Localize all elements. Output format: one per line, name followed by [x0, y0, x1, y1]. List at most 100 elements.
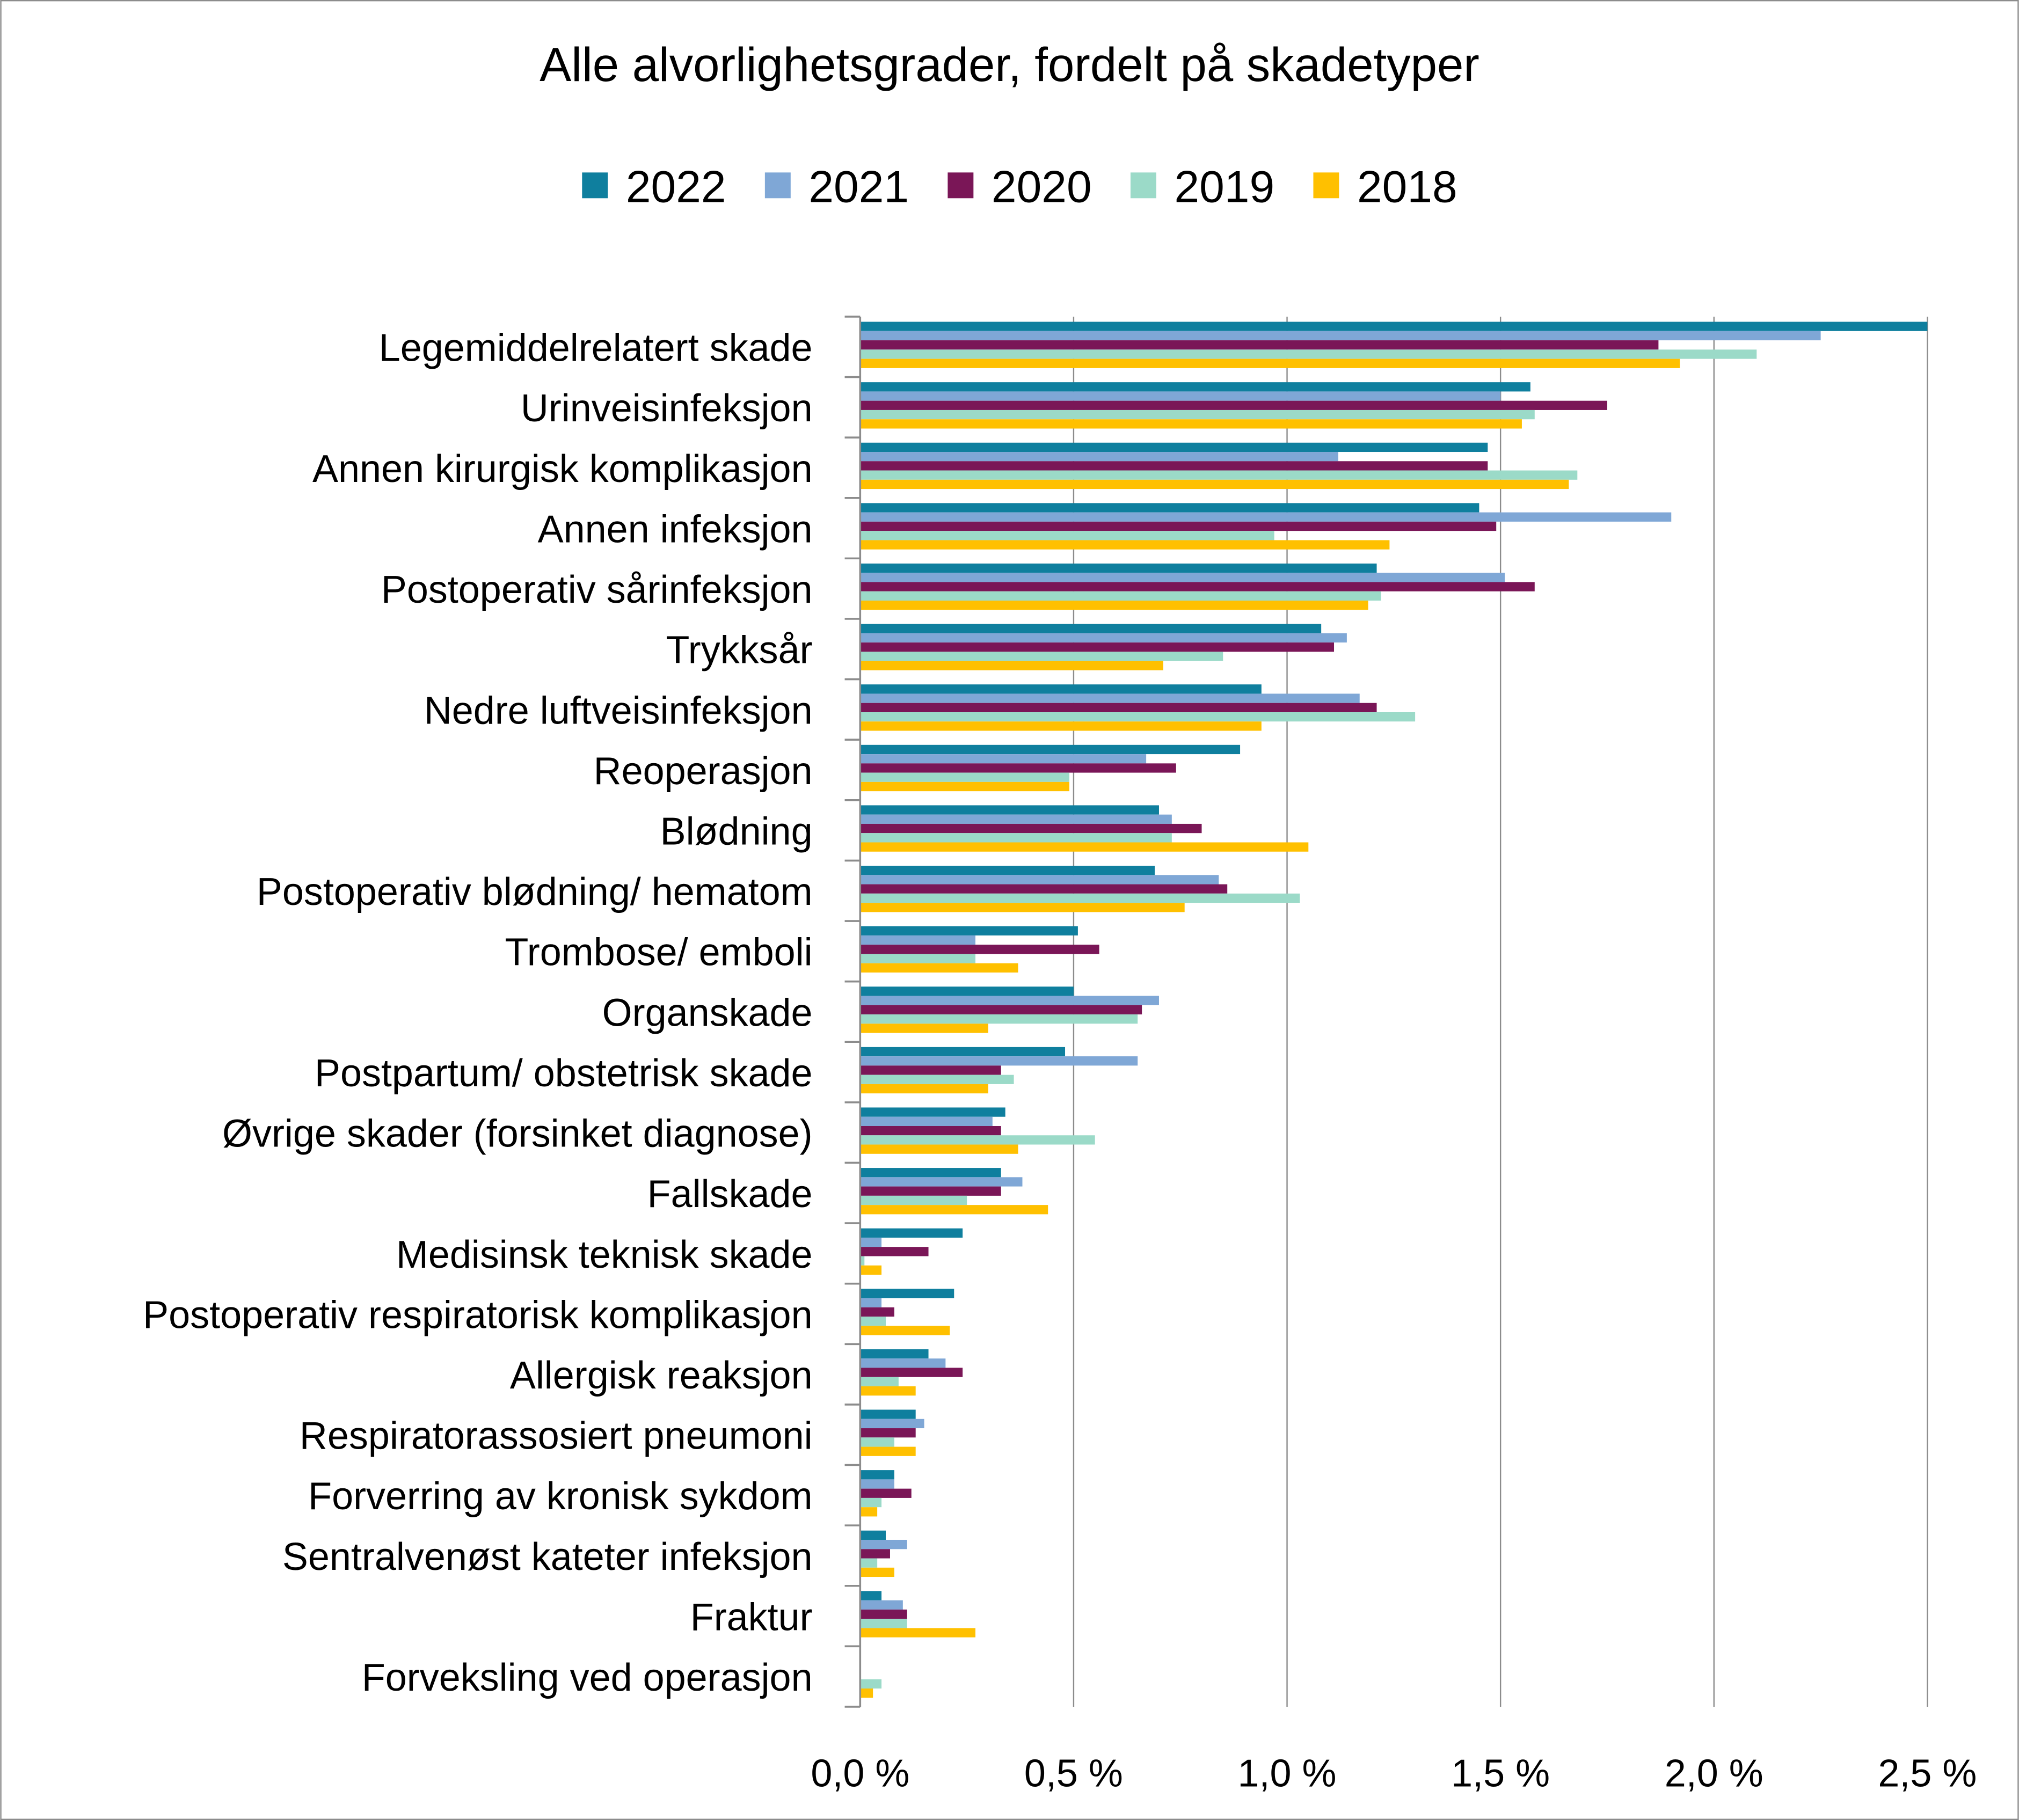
legend-swatch-2020: [947, 172, 974, 199]
bar-2021: [860, 1419, 924, 1429]
bar-2020: [860, 582, 1535, 591]
bar-2019: [860, 1679, 882, 1689]
bar-2018: [860, 1567, 894, 1577]
bar-2018: [860, 479, 1569, 489]
bar-2019: [860, 349, 1757, 359]
bar-2018: [860, 1024, 988, 1033]
bar-2021: [860, 1539, 907, 1549]
bar-2018: [860, 1205, 1048, 1215]
bar-2018: [860, 540, 1390, 550]
legend-swatch-2018: [1313, 172, 1339, 199]
bar-2021: [860, 1298, 882, 1307]
bar-2019: [860, 1619, 907, 1628]
x-tick-labels: 0,0 % 0,5 % 1,0 % 1,5 % 2,0 % 2,5 %: [811, 1752, 1977, 1795]
x-tick-label: 0,0 %: [811, 1752, 909, 1795]
bar-2020: [860, 1065, 1001, 1075]
bar-2021: [860, 754, 1147, 764]
bar-2021: [860, 391, 1501, 401]
category-label: Legemiddelrelatert skade: [379, 327, 813, 370]
bar-2018: [860, 963, 1018, 973]
bar-2021: [860, 1056, 1138, 1066]
bar-2020: [860, 763, 1176, 773]
bar-2018: [860, 781, 1069, 792]
bar-2019: [860, 772, 1069, 782]
bar-2022: [860, 563, 1377, 573]
legend-swatch-2022: [582, 172, 608, 199]
x-tick-label: 0,5 %: [1024, 1752, 1123, 1795]
category-label: Sentralvenøst kateter infeksjon: [282, 1536, 813, 1578]
category-label: Øvrige skader (forsinket diagnose): [222, 1113, 813, 1156]
bar-2020: [860, 340, 1659, 350]
category-label: Postoperativ respiratorisk komplikasjon: [143, 1293, 812, 1336]
chart-title: Alle alvorlighetsgrader, fordelt på skad…: [540, 38, 1479, 91]
category-label: Postoperativ blødning/ hematom: [257, 871, 813, 913]
bar-2022: [860, 1349, 929, 1359]
legend-label: 2018: [1357, 162, 1457, 212]
bar-2021: [860, 512, 1672, 522]
bar-2022: [860, 1289, 954, 1298]
bar-2018: [860, 842, 1309, 852]
category-label: Reoperasjon: [594, 750, 813, 793]
bar-2021: [860, 1479, 894, 1489]
bar-2022: [860, 744, 1241, 755]
bar-2020: [860, 1609, 907, 1619]
bar-2019: [860, 954, 976, 963]
bar-2019: [860, 1497, 882, 1508]
bar-2020: [860, 1428, 916, 1438]
bar-2018: [860, 1628, 976, 1638]
legend-label: 2020: [992, 162, 1092, 212]
bar-2018: [860, 1084, 988, 1094]
category-label: Organskade: [602, 991, 813, 1034]
category-label: Blødning: [660, 810, 813, 853]
bar-2018: [860, 419, 1522, 429]
bar-2021: [860, 331, 1821, 341]
category-label: Nedre luftveisinfeksjon: [424, 689, 813, 732]
x-tick-label: 1,0 %: [1238, 1752, 1337, 1795]
legend-swatch-2021: [764, 172, 791, 199]
category-label: Annen kirurgisk komplikasjon: [312, 448, 813, 491]
bar-2018: [860, 661, 1163, 670]
bar-2021: [860, 1237, 882, 1247]
bar-2019: [860, 410, 1535, 420]
category-label: Urinveisinfeksjon: [521, 387, 813, 430]
bar-2019: [860, 591, 1381, 601]
bar-2022: [860, 321, 1928, 331]
bar-2020: [860, 642, 1335, 652]
bar-2020: [860, 703, 1377, 712]
legend-label: 2019: [1174, 162, 1274, 212]
bar-2018: [860, 1386, 916, 1396]
bar-2018: [860, 1507, 878, 1517]
bar-2019: [860, 652, 1223, 661]
bar-2022: [860, 1228, 963, 1238]
bars: [860, 321, 1928, 1698]
bar-2021: [860, 996, 1159, 1005]
bar-2021: [860, 875, 1219, 885]
category-label: Forverring av kronisk sykdom: [308, 1475, 812, 1518]
bar-2019: [860, 1256, 865, 1266]
bar-2022: [860, 1470, 894, 1480]
bar-2019: [860, 1014, 1138, 1024]
bar-2018: [860, 1144, 1018, 1154]
bar-2020: [860, 1368, 963, 1377]
bar-2021: [860, 1177, 1023, 1187]
legend-swatch-2019: [1130, 172, 1156, 199]
bar-2020: [860, 1307, 894, 1317]
bar-2019: [860, 1558, 878, 1568]
bar-2021: [860, 935, 976, 945]
legend: 2022 2021 2020 2019 2018: [582, 162, 1457, 212]
bar-2019: [860, 1317, 886, 1326]
category-label: Postoperativ sårinfeksjon: [381, 568, 813, 611]
bar-2022: [860, 1409, 916, 1419]
bar-2020: [860, 1125, 1001, 1136]
bar-2019: [860, 1075, 1014, 1084]
bar-2018: [860, 1446, 916, 1456]
legend-label: 2021: [808, 162, 909, 212]
bar-2020: [860, 400, 1607, 410]
bar-2021: [860, 1600, 903, 1610]
bar-2019: [860, 531, 1274, 540]
bar-2022: [860, 986, 1074, 996]
bar-2022: [860, 1591, 882, 1600]
bar-2019: [860, 712, 1416, 722]
bar-2019: [860, 1195, 967, 1205]
